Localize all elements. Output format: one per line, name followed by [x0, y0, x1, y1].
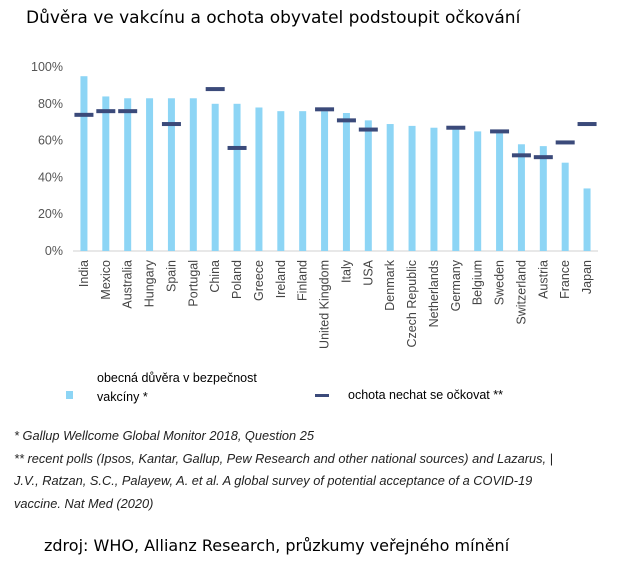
bar	[233, 103, 241, 251]
bar	[255, 107, 263, 251]
x-tick-label: Finland	[296, 260, 310, 301]
x-tick-label: Italy	[339, 259, 353, 283]
legend-bar-swatch	[66, 391, 73, 399]
bar	[539, 146, 547, 251]
y-tick-label: 40%	[38, 170, 63, 184]
chart-title: Důvěra ve vakcínu a ochota obyvatel pods…	[26, 8, 521, 28]
x-tick-label: Germany	[449, 259, 463, 311]
x-tick-label: France	[558, 260, 572, 299]
x-tick-label: USA	[361, 259, 375, 285]
x-tick-label: Netherlands	[427, 260, 441, 327]
willingness-marker	[315, 107, 335, 112]
x-tick-label: Australia	[121, 260, 135, 309]
willingness-marker	[577, 122, 597, 127]
bar	[452, 129, 460, 251]
footnotes: * Gallup Wellcome Global Monitor 2018, Q…	[14, 425, 626, 515]
x-tick-label: Mexico	[99, 260, 113, 300]
bar	[321, 111, 329, 251]
bar	[430, 127, 438, 251]
y-tick-label: 20%	[38, 207, 63, 221]
bar	[167, 98, 175, 251]
footnote-4: vaccine. Nat Med (2020)	[14, 495, 154, 511]
legend-marker-label: ochota nechat se očkovat **	[348, 388, 503, 402]
bar	[474, 131, 482, 251]
footnote-3: J.V., Ratzan, S.C., Palayew, A. et al. A…	[14, 473, 533, 488]
x-tick-label: Sweden	[493, 260, 507, 305]
willingness-marker	[336, 118, 356, 123]
bar	[146, 98, 154, 251]
legend-bar-label: obecná důvěra v bezpečnost vakcíny *	[97, 371, 257, 404]
x-tick-label: Spain	[164, 260, 178, 292]
x-tick-label: India	[77, 260, 91, 287]
x-tick-label: Switzerland	[514, 260, 528, 325]
bar	[189, 98, 197, 251]
y-tick-label: 80%	[38, 97, 63, 111]
y-tick-label: 0%	[45, 244, 63, 258]
bar	[102, 96, 110, 251]
willingness-marker	[446, 125, 466, 130]
willingness-marker	[161, 122, 181, 127]
bar	[364, 120, 372, 251]
y-tick-label: 60%	[38, 134, 63, 148]
willingness-marker	[358, 127, 378, 132]
willingness-marker	[511, 153, 531, 158]
willingness-marker	[490, 129, 510, 134]
x-tick-label: Hungary	[143, 259, 157, 307]
willingness-marker	[227, 145, 247, 150]
footnote-2: ** recent polls (Ipsos, Kantar, Gallup, …	[14, 450, 553, 466]
bar	[277, 111, 285, 251]
bar	[80, 76, 88, 251]
willingness-marker	[205, 87, 225, 92]
bar	[342, 113, 350, 251]
x-tick-label: Poland	[230, 260, 244, 299]
willingness-marker	[96, 109, 116, 114]
x-tick-label: Belgium	[471, 260, 485, 305]
x-tick-label: Japan	[580, 260, 594, 294]
bar-chart: 0% 20% 40% 60% 80% 100% India Mexico Australia H…	[31, 60, 598, 349]
bar	[583, 188, 591, 251]
willingness-marker	[555, 140, 575, 145]
bar	[124, 98, 132, 251]
x-tick-label: Denmark	[383, 259, 397, 310]
x-tick-label: Greece	[252, 260, 266, 301]
bar	[299, 111, 307, 251]
x-tick-label: Portugal	[186, 260, 200, 307]
willingness-marker	[74, 112, 94, 117]
bar	[517, 144, 525, 251]
x-tick-label: Ireland	[274, 260, 288, 298]
willingness-marker	[533, 155, 553, 160]
willingness-marker	[118, 109, 138, 114]
source-note: zdroj: WHO, Allianz Research, průzkumy v…	[44, 536, 510, 555]
x-tick-label: Austria	[536, 260, 550, 299]
x-tick-label: China	[208, 260, 222, 293]
x-tick-label: Czech Republic	[405, 260, 419, 348]
bar	[386, 124, 394, 251]
bar	[496, 133, 504, 251]
y-tick-label: 100%	[31, 60, 63, 74]
legend-marker-swatch	[315, 394, 329, 397]
bar	[211, 103, 219, 251]
bar	[561, 162, 569, 251]
x-tick-label: United Kingdom	[318, 260, 332, 349]
footnote-1: * Gallup Wellcome Global Monitor 2018, Q…	[14, 428, 314, 443]
bar	[408, 125, 416, 251]
